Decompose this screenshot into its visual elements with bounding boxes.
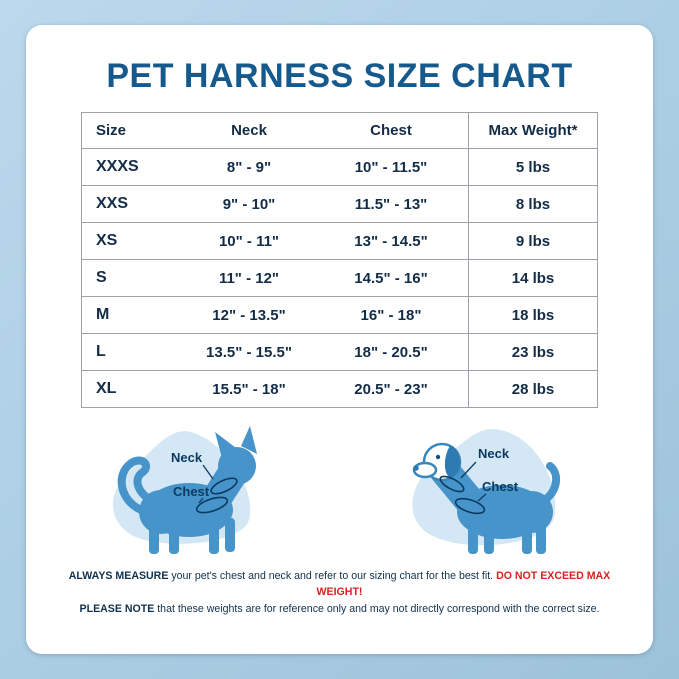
max-weight-cell: 28 lbs — [468, 370, 598, 408]
size-cell: XS — [81, 222, 184, 260]
dog-neck-label: Neck — [478, 446, 510, 461]
cat-illustration: Neck Chest — [112, 426, 257, 554]
footer-line1-text: your pet's chest and neck and refer to o… — [168, 570, 497, 582]
footer-note: ALWAYS MEASURE your pet's chest and neck… — [68, 568, 611, 617]
max-weight-cell: 23 lbs — [468, 333, 598, 371]
table-header-row: Size Neck Chest Max Weight* — [81, 112, 598, 149]
footer-please-note: PLEASE NOTE — [79, 602, 155, 615]
max-weight-cell: 9 lbs — [468, 222, 598, 260]
dog-neck-strap — [439, 475, 465, 493]
size-cell: L — [81, 333, 184, 371]
table-row: XXS 9" - 10" 11.5" - 13" 8 lbs — [81, 185, 598, 223]
table-row: S 11" - 12" 14.5" - 16" 14 lbs — [81, 259, 598, 297]
max-weight-cell: 14 lbs — [468, 259, 598, 297]
neck-range-cell: 10" - 11" — [184, 222, 314, 260]
cat-chest-pointer-line — [198, 497, 204, 504]
size-chart-card: PET HARNESS SIZE CHART Size Neck Chest M… — [26, 25, 653, 654]
dog-silhouette — [429, 455, 553, 554]
dog-illustration: Neck Chest — [412, 429, 561, 554]
dog-nose — [413, 465, 419, 471]
size-cell: XL — [96, 380, 117, 397]
neck-range-cell: 15.5" - 18" — [212, 380, 286, 398]
chest-range-cell: 20.5" - 23" — [354, 380, 428, 398]
column-header-size: Size — [81, 112, 184, 149]
cat-chest-label: Chest — [173, 484, 210, 499]
table-row: L 13.5" - 15.5" 18" - 20.5" 23 lbs — [81, 333, 598, 371]
footer-line2-text: that these weights are for reference onl… — [154, 602, 600, 615]
size-cell: M — [81, 296, 184, 334]
dog-chest-strap — [454, 497, 486, 515]
dog-chest-pointer-line — [477, 493, 487, 502]
chest-range-cell: 13" - 14.5" — [314, 222, 469, 260]
max-weight-cell: 18 lbs — [468, 296, 598, 334]
dog-snout — [412, 461, 438, 479]
footer-always-measure: ALWAYS MEASURE — [68, 570, 169, 582]
cat-silhouette — [139, 426, 257, 554]
dog-chest-label: Chest — [482, 479, 519, 494]
cat-neck-pointer-line — [202, 464, 214, 480]
size-cell: S — [81, 259, 184, 297]
chest-range-cell: 18" - 20.5" — [314, 333, 469, 371]
neck-range-cell: 8" - 9" — [184, 148, 314, 186]
table-row: M 12" - 13.5" 16" - 18" 18 lbs — [81, 296, 598, 334]
size-table: Size Neck Chest Max Weight* XXXS 8" - 9"… — [81, 112, 598, 408]
max-weight-cell: 5 lbs — [468, 148, 598, 186]
neck-range-cell: 13.5" - 15.5" — [184, 333, 314, 371]
size-cell: XXXS — [81, 148, 184, 186]
max-weight-cell: 8 lbs — [468, 185, 598, 223]
cat-neck-strap — [210, 477, 238, 495]
column-header-chest: Chest — [314, 112, 469, 149]
column-header-neck: Neck — [184, 112, 314, 149]
footer-max-weight-warning: DO NOT EXCEED MAX WEIGHT! — [316, 570, 611, 599]
page-title: PET HARNESS SIZE CHART — [106, 57, 573, 95]
chest-range-cell: 11.5" - 13" — [314, 185, 469, 223]
neck-range-cell: 12" - 13.5" — [184, 296, 314, 334]
measurement-illustrations: Neck Chest Neck — [54, 408, 625, 558]
cat-chest-strap — [195, 496, 229, 514]
dog-neck-pointer-line — [460, 461, 477, 479]
cat-neck-label: Neck — [171, 450, 203, 465]
chest-range-cell: 14.5" - 16" — [314, 259, 469, 297]
chest-range-cell: 10" - 11.5" — [314, 148, 469, 186]
table-row: XXXS 8" - 9" 10" - 11.5" 5 lbs — [81, 148, 598, 186]
chest-range-cell: 16" - 18" — [314, 296, 469, 334]
neck-range-cell: 9" - 10" — [184, 185, 314, 223]
dog-ear — [444, 446, 461, 478]
table-row: XL 15.5" - 18" 20.5" - 23" 28 lbs — [82, 370, 598, 408]
column-header-max-weight: Max Weight* — [468, 112, 598, 149]
neck-range-cell: 11" - 12" — [184, 259, 314, 297]
dog-eye — [435, 454, 441, 460]
size-cell: XXS — [81, 185, 184, 223]
table-row: XS 10" - 11" 13" - 14.5" 9 lbs — [81, 222, 598, 260]
cat-tail — [117, 456, 155, 514]
